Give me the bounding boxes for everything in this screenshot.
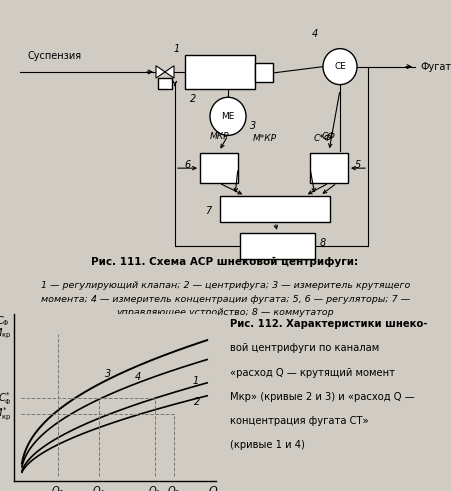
Text: МЕ: МЕ — [221, 112, 235, 121]
Text: 3: 3 — [106, 369, 111, 379]
Text: 1 — регулирующий клапан; 2 — центрифуга; 3 — измеритель крутящего: 1 — регулирующий клапан; 2 — центрифуга;… — [41, 281, 410, 290]
Text: 5: 5 — [355, 160, 361, 170]
Text: М*КР: М*КР — [253, 134, 277, 143]
Text: 8: 8 — [320, 238, 326, 248]
Text: Рис. 111. Схема АСР шнековой центрифуги:: Рис. 111. Схема АСР шнековой центрифуги: — [92, 257, 359, 267]
Bar — [200, 153, 238, 183]
Polygon shape — [165, 66, 174, 78]
Text: $Q_4$: $Q_4$ — [92, 484, 106, 491]
Bar — [158, 78, 172, 89]
Text: концентрация фугата СΤ»: концентрация фугата СΤ» — [230, 416, 368, 426]
Text: С*Ф: С*Ф — [314, 134, 332, 143]
Text: (кривые 1 и 4): (кривые 1 и 4) — [230, 440, 305, 450]
Text: $C_{\Phi}$: $C_{\Phi}$ — [0, 315, 9, 328]
Text: $C_{\Phi}^{*}$: $C_{\Phi}^{*}$ — [0, 390, 12, 407]
Text: СФ: СФ — [322, 132, 336, 141]
Text: $Q$: $Q$ — [207, 484, 218, 491]
Text: управляющее устройство; 8 — коммутатор: управляющее устройство; 8 — коммутатор — [117, 308, 334, 317]
Bar — [185, 55, 255, 89]
Bar — [220, 195, 330, 222]
Text: «расход Q — крутящий момент: «расход Q — крутящий момент — [230, 368, 395, 378]
Text: Суспензия: Суспензия — [28, 51, 82, 61]
Text: 2: 2 — [190, 93, 196, 104]
Text: 1: 1 — [174, 44, 180, 54]
Text: $M_{\mathrm{кр}}$: $M_{\mathrm{кр}}$ — [0, 327, 12, 341]
Text: 4: 4 — [135, 372, 142, 382]
Bar — [310, 153, 348, 183]
Text: Мкр» (кривые 2 и 3) и «расход Q —: Мкр» (кривые 2 и 3) и «расход Q — — [230, 392, 414, 402]
Text: 3: 3 — [250, 121, 256, 131]
Text: МКР: МКР — [209, 132, 229, 141]
Text: момента; 4 — измеритель концентрации фугата; 5, 6 — регуляторы; 7 —: момента; 4 — измеритель концентрации фуг… — [41, 295, 410, 303]
Text: 2: 2 — [194, 397, 200, 407]
Circle shape — [323, 49, 357, 84]
Circle shape — [210, 97, 246, 136]
Text: Рис. 112. Характеристики шнеко-: Рис. 112. Характеристики шнеко- — [230, 319, 427, 329]
Text: $Q_2$: $Q_2$ — [167, 484, 180, 491]
Text: СЕ: СЕ — [334, 62, 346, 71]
Text: $Q_1$: $Q_1$ — [148, 484, 161, 491]
Text: вой центрифуги по каналам: вой центрифуги по каналам — [230, 344, 379, 354]
Text: $M_{\mathrm{кр}}^{*}$: $M_{\mathrm{кр}}^{*}$ — [0, 405, 12, 423]
Text: $Q_3$: $Q_3$ — [51, 484, 65, 491]
Polygon shape — [156, 66, 165, 78]
Bar — [240, 233, 315, 259]
Text: Фугат: Фугат — [420, 62, 451, 72]
Text: 7: 7 — [205, 206, 211, 216]
Text: 1: 1 — [192, 377, 198, 386]
Text: 4: 4 — [312, 29, 318, 39]
Bar — [255, 63, 273, 82]
Text: 6: 6 — [185, 160, 191, 170]
